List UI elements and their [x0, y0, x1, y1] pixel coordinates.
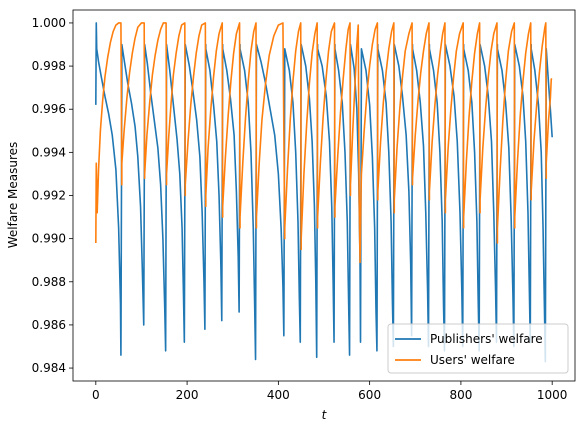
x-tick-label: 0 — [92, 388, 100, 402]
legend-box — [387, 323, 569, 374]
x-axis-label: t — [322, 408, 328, 422]
x-tick-label: 1000 — [537, 388, 568, 402]
y-tick-label: 0.994 — [32, 145, 66, 159]
legend: Publishers' welfare Users' welfare — [387, 323, 569, 374]
y-tick-label: 0.996 — [32, 102, 66, 116]
x-axis-ticks: 0 200 400 600 800 1000 — [92, 381, 567, 402]
series-layer — [95, 22, 553, 363]
y-tick-label: 1.000 — [32, 16, 66, 30]
y-tick-label: 0.992 — [32, 189, 66, 203]
y-tick-label: 0.984 — [32, 361, 66, 375]
x-tick-label: 800 — [449, 388, 472, 402]
series-line-users — [95, 22, 553, 264]
y-axis-label: Welfare Measures — [6, 142, 20, 249]
legend-label-publishers: Publishers' welfare — [430, 332, 543, 346]
x-tick-label: 400 — [267, 388, 290, 402]
y-tick-label: 0.988 — [32, 275, 66, 289]
y-axis-ticks: 0.984 0.986 0.988 0.990 0.992 0.994 0.996 0.998… — [32, 16, 73, 375]
x-tick-label: 200 — [176, 388, 199, 402]
y-tick-label: 0.998 — [32, 59, 66, 73]
plot-area — [95, 22, 553, 363]
x-tick-label: 600 — [358, 388, 381, 402]
series-line-publishers — [95, 22, 553, 363]
legend-label-users: Users' welfare — [430, 353, 515, 367]
y-tick-label: 0.986 — [32, 318, 66, 332]
y-tick-label: 0.990 — [32, 232, 66, 246]
